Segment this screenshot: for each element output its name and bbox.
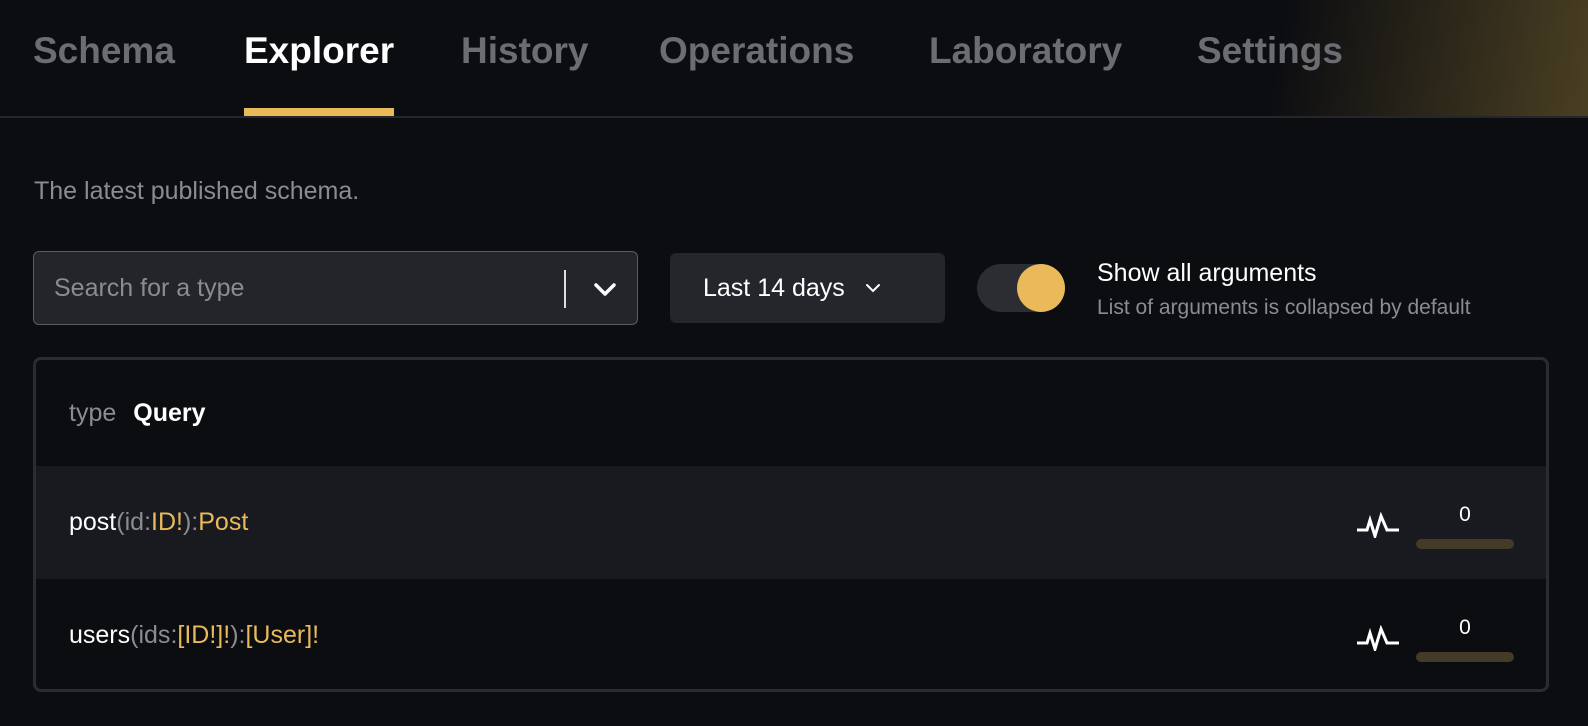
cursor-separator: [564, 270, 566, 308]
usage-bar: [1416, 652, 1514, 662]
field-name[interactable]: post: [69, 508, 117, 536]
tab-settings[interactable]: Settings: [1197, 30, 1343, 71]
activity-icon[interactable]: [1356, 625, 1400, 651]
field-row: post (id: ID!): Post 0: [36, 466, 1546, 579]
return-type[interactable]: [User]!: [245, 621, 320, 649]
return-type[interactable]: Post: [198, 508, 249, 536]
arg-type[interactable]: [ID!]!: [177, 621, 231, 649]
arg-name: id: [124, 508, 145, 536]
show-all-arguments-hint: List of arguments is collapsed by defaul…: [1097, 296, 1471, 319]
chevron-down-icon: [865, 284, 880, 293]
usage-bar: [1416, 539, 1514, 549]
field-name[interactable]: users: [69, 621, 131, 649]
tab-bar: Schema Explorer History Operations Labor…: [0, 0, 1588, 118]
type-panel: type Query post (id: ID!): Post 0 users …: [33, 357, 1549, 692]
chevron-down-icon[interactable]: [590, 274, 620, 304]
type-header: type Query: [36, 360, 1546, 466]
punct: (: [116, 508, 125, 536]
show-all-arguments-label: Show all arguments: [1097, 259, 1317, 287]
type-name: Query: [133, 398, 206, 427]
type-search[interactable]: [33, 251, 638, 325]
field-row: users (ids: [ID!]!): [User]! 0: [36, 579, 1546, 689]
tab-label: Explorer: [244, 30, 395, 71]
date-range-value: Last 14 days: [703, 273, 845, 302]
type-keyword: type: [69, 398, 117, 427]
search-input[interactable]: [54, 270, 554, 306]
tab-explorer[interactable]: Explorer: [244, 30, 395, 116]
usage-count: 0: [1459, 616, 1471, 639]
activity-icon[interactable]: [1356, 512, 1400, 538]
tab-operations[interactable]: Operations: [659, 30, 855, 71]
punct: :: [170, 621, 178, 649]
punct: :: [144, 508, 152, 536]
show-all-arguments-toggle[interactable]: [977, 264, 1065, 312]
punct: (: [130, 621, 139, 649]
date-range-select[interactable]: Last 14 days: [670, 253, 945, 323]
punct: ):: [182, 508, 199, 536]
toggle-knob: [1017, 264, 1065, 312]
arg-type[interactable]: ID!: [151, 508, 183, 536]
tab-history[interactable]: History: [461, 30, 589, 71]
active-tab-indicator: [244, 108, 395, 116]
page-description: The latest published schema.: [34, 177, 360, 205]
arg-name: ids: [138, 621, 171, 649]
punct: ):: [230, 621, 246, 649]
tab-schema[interactable]: Schema: [33, 30, 175, 71]
tab-laboratory[interactable]: Laboratory: [929, 30, 1123, 71]
usage-count: 0: [1459, 503, 1471, 526]
